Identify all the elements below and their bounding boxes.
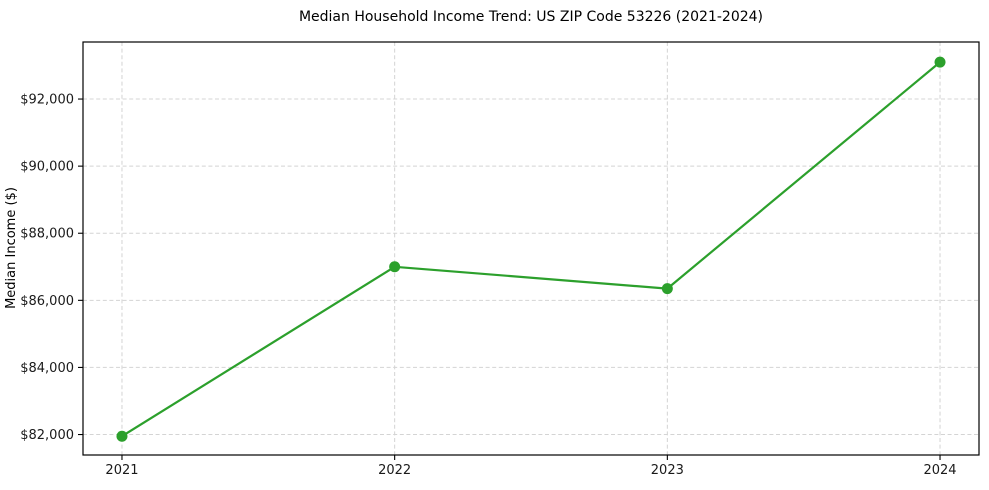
y-tick-label: $84,000	[20, 361, 74, 376]
y-tick-label: $90,000	[20, 160, 74, 175]
x-tick-label: 2023	[651, 463, 684, 478]
data-point	[389, 261, 401, 273]
y-tick-label: $88,000	[20, 227, 74, 242]
data-point	[116, 430, 128, 442]
data-point	[661, 283, 673, 295]
y-tick-label: $86,000	[20, 294, 74, 309]
y-axis-title: Median Income ($)	[4, 187, 19, 309]
x-tick-label: 2021	[105, 463, 138, 478]
x-tick-label: 2022	[378, 463, 411, 478]
plot-area: $82,000 $84,000 $86,000 $88,000 $90,000 $92,0…	[20, 41, 980, 478]
data-point	[934, 56, 946, 68]
trend-line	[120, 61, 942, 438]
y-tick-label: $92,000	[20, 93, 74, 108]
plot-border	[82, 41, 980, 456]
chart-title: Median Household Income Trend: US ZIP Co…	[299, 9, 763, 25]
x-tick-label: 2024	[923, 463, 956, 478]
y-tick-label: $82,000	[20, 428, 74, 443]
